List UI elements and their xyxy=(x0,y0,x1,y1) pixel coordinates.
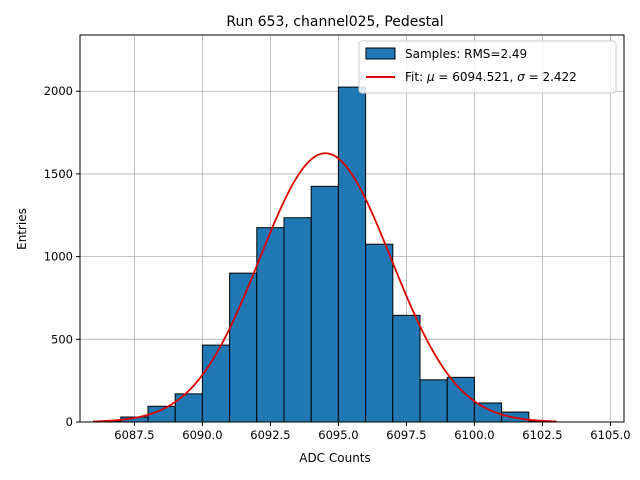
legend: Samples: RMS=2.49 Fit: μ = 6094.521, σ =… xyxy=(358,40,617,94)
y-axis-ticks: 0 500 1000 1500 2000 xyxy=(44,84,80,429)
histogram-bar xyxy=(419,379,448,423)
legend-box xyxy=(358,40,617,94)
legend-fit-mu-symbol: μ xyxy=(426,70,435,84)
histogram-bar xyxy=(392,314,421,423)
legend-fit-sigma-value: = 2.422 xyxy=(525,70,577,84)
histogram-bar xyxy=(256,227,285,423)
x-tick-label: 6102.5 xyxy=(522,428,562,442)
histogram-bar xyxy=(283,217,312,423)
legend-histogram-label: Samples: RMS=2.49 xyxy=(405,47,527,61)
y-tick-label: 1000 xyxy=(44,250,73,264)
y-tick-label: 500 xyxy=(51,332,73,346)
legend-fit-label: Fit: μ = 6094.521, σ = 2.422 xyxy=(405,70,577,84)
x-tick-label: 6097.5 xyxy=(386,428,426,442)
x-axis-ticks: 6087.5 6090.0 6092.5 6095.0 6097.5 6100.0 6102… xyxy=(114,422,631,442)
x-tick-label: 6087.5 xyxy=(114,428,154,442)
x-axis-label: ADC Counts xyxy=(299,451,371,465)
histogram-bar xyxy=(201,344,231,423)
legend-fit-sigma-symbol: σ xyxy=(517,70,525,84)
fit-curve xyxy=(93,152,557,423)
histogram-bar xyxy=(337,86,367,423)
x-tick-label: 6092.5 xyxy=(250,428,290,442)
x-tick-label: 6105.0 xyxy=(590,428,630,442)
x-tick-label: 6090.0 xyxy=(182,428,222,442)
y-tick-label: 1500 xyxy=(44,167,73,181)
y-tick-label: 2000 xyxy=(44,84,73,98)
legend-fit-prefix: Fit: xyxy=(405,70,427,84)
y-tick-label: 0 xyxy=(66,415,73,429)
chart-title: Run 653, channel025, Pedestal xyxy=(226,14,443,30)
fit-curve-layer xyxy=(93,152,557,423)
plot-frame xyxy=(79,34,625,423)
histogram-bar xyxy=(365,243,394,423)
legend-histogram-swatch xyxy=(365,47,396,60)
legend-fit-mu-value: = 6094.521, xyxy=(435,70,518,84)
histogram-bar xyxy=(446,376,475,423)
y-axis-label: Entries xyxy=(15,208,29,250)
x-tick-label: 6095.0 xyxy=(318,428,358,442)
histogram-bar xyxy=(310,185,339,423)
histogram-bars xyxy=(93,86,557,423)
x-tick-label: 6100.0 xyxy=(454,428,494,442)
histogram-bar xyxy=(229,272,258,423)
